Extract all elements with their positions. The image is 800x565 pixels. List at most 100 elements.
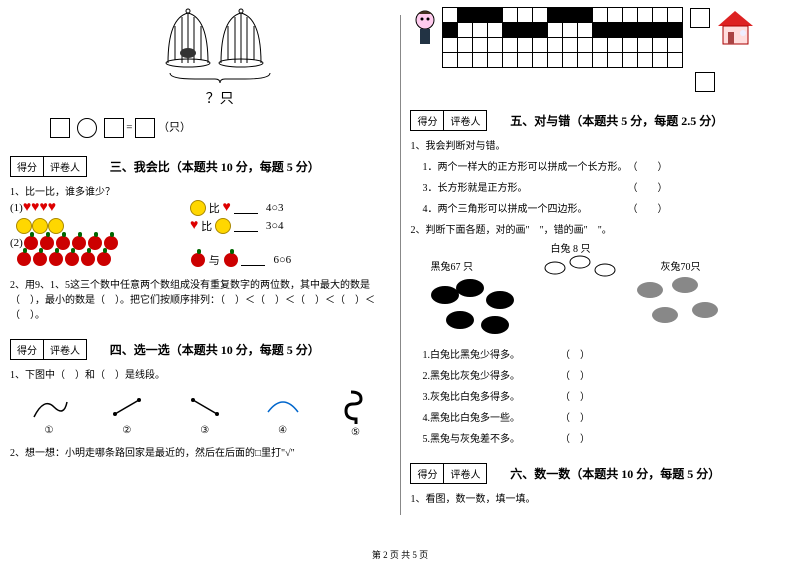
score-box: 得分评卷人: [410, 110, 487, 131]
s4-q1: 1、下图中（ ）和（ ）是线段。: [10, 366, 390, 381]
path-puzzle: [410, 8, 790, 92]
smiley-icon: [32, 218, 48, 234]
opt4: ④: [263, 392, 303, 436]
black-rabbit-label: 黑兔67 只: [430, 258, 473, 273]
opt1: ①: [29, 392, 69, 436]
answer-box[interactable]: [50, 118, 70, 138]
s5-q1: 1、我会判断对与错。: [410, 137, 790, 152]
apple-icon: [97, 252, 111, 266]
apple-icon: [49, 252, 63, 266]
heart-icon: ♥: [31, 200, 39, 216]
segment-icon: [107, 392, 147, 422]
cmp-num: 6○6: [274, 254, 292, 266]
page-footer: 第 2 页 共 5 页: [0, 548, 800, 561]
smiley-icon: [190, 200, 206, 216]
heart-icon: ♥: [48, 200, 56, 216]
operator-box[interactable]: [77, 118, 97, 138]
cages: [40, 8, 390, 71]
apple-icon: [224, 253, 238, 267]
s5-q1c: 4．两个三角形可以拼成一个四边形。 （ ）: [422, 200, 790, 215]
grader-label: 评卷人: [444, 464, 486, 483]
cmp-text: 与: [209, 252, 220, 268]
line-options: ① ② ③ ④ ⑤: [10, 389, 390, 438]
apple-icon: [33, 252, 47, 266]
left-column: ？只 = （只） 得分评卷人 三、我会比（本题共 10 分，每题 5 分） 1、…: [0, 0, 400, 540]
s4-q2: 2、想一想：小明走哪条路回家是最近的，然后在后面的□里打"√": [10, 444, 390, 459]
brace-row: ？只: [50, 71, 390, 108]
cmp-row1: 比 ♥ 4○3: [190, 200, 390, 216]
score-box: 得分评卷人: [410, 463, 487, 484]
section6-header: 得分评卷人 六、数一数（本题共 10 分，每题 5 分）: [410, 445, 790, 484]
cmp-num: 4○3: [266, 202, 284, 214]
s5-list1: 1.白兔比黑兔少得多。 （ ）: [422, 346, 790, 361]
answer-box[interactable]: [695, 72, 715, 92]
smileys-row: [10, 218, 190, 234]
unit-text: （只）: [158, 122, 191, 134]
brace-label: ？只: [50, 88, 390, 108]
path-grid: [443, 8, 683, 68]
section4-title: 四、选一选（本题共 10 分，每题 5 分）: [110, 343, 320, 357]
grader-label: 评卷人: [444, 111, 486, 130]
page: ？只 = （只） 得分评卷人 三、我会比（本题共 10 分，每题 5 分） 1、…: [0, 0, 800, 540]
curve-icon: [29, 392, 69, 422]
apple-icon: [17, 252, 31, 266]
opt-label: ④: [263, 425, 303, 436]
opt2: ②: [107, 392, 147, 436]
heart-icon: ♥: [39, 200, 47, 216]
blank-input[interactable]: [241, 255, 265, 266]
apple-icon: [191, 253, 205, 267]
answer-box[interactable]: [135, 118, 155, 138]
score-label: 得分: [11, 340, 44, 359]
score-box: 得分评卷人: [10, 339, 87, 360]
heart-icon: ♥: [223, 200, 231, 216]
segment-icon: [185, 392, 225, 422]
s6-q1: 1、看图，数一数，填一填。: [410, 490, 790, 505]
brace-icon: [165, 71, 275, 83]
cmp-num: 3○4: [266, 220, 284, 232]
heart-icon: ♥: [190, 218, 198, 234]
s5-list3: 3.灰兔比白兔多得多。 （ ）: [422, 388, 790, 403]
section3-header: 得分评卷人 三、我会比（本题共 10 分，每题 5 分）: [10, 138, 390, 177]
hearts-row: (1)♥♥♥♥: [10, 200, 190, 216]
s5-list4: 4.黑兔比白兔多一些。 （ ）: [422, 409, 790, 424]
cmp-row2: ♥ 比 3○4: [190, 218, 390, 234]
section4-header: 得分评卷人 四、选一选（本题共 10 分，每题 5 分）: [10, 321, 390, 360]
blank-input[interactable]: [234, 221, 258, 232]
arc-icon: [263, 392, 303, 422]
s3-q1: 1、比一比，谁多谁少？: [10, 183, 390, 198]
cmp-text: 比: [201, 218, 212, 234]
apples-row1: (2): [10, 236, 190, 250]
score-label: 得分: [411, 111, 444, 130]
smiley-icon: [215, 218, 231, 234]
equation-row: = （只）: [50, 118, 390, 138]
blank-input[interactable]: [234, 203, 258, 214]
compare-items: (1)♥♥♥♥ (2): [10, 198, 190, 270]
grey-rabbit-label: 灰兔70只: [660, 258, 700, 273]
apple-icon: [65, 252, 79, 266]
cmp-text: 比: [209, 200, 220, 216]
answer-box[interactable]: [690, 8, 710, 28]
s5-q2: 2、判断下面各题，对的画" "，错的画" "。: [410, 221, 790, 236]
section5-title: 五、对与错（本题共 5 分，每题 2.5 分）: [510, 114, 723, 128]
rabbit-diagram: 白兔 8 只 黑兔67 只 灰兔70只: [410, 240, 790, 340]
equals-text: =: [126, 122, 135, 134]
cage-icon: [163, 8, 213, 68]
compare-answers: 比 ♥ 4○3 ♥ 比 3○4 与 6○6: [190, 198, 390, 270]
opt-label: ⑤: [341, 427, 371, 438]
squiggle-icon: [341, 389, 371, 424]
answer-box[interactable]: [104, 118, 124, 138]
character-icon: [410, 8, 440, 48]
rabbits-icon: [410, 240, 770, 340]
s5-q1a: 1．两个一样大的正方形可以拼成一个长方形。 （ ）: [422, 158, 790, 173]
house-icon: [713, 8, 758, 48]
section5-header: 得分评卷人 五、对与错（本题共 5 分，每题 2.5 分）: [410, 92, 790, 131]
grader-label: 评卷人: [44, 157, 86, 176]
opt5: ⑤: [341, 389, 371, 438]
apple-icon: [81, 252, 95, 266]
grader-label: 评卷人: [44, 340, 86, 359]
right-column: 得分评卷人 五、对与错（本题共 5 分，每题 2.5 分） 1、我会判断对与错。…: [400, 0, 800, 540]
apples-row2: [10, 252, 190, 266]
score-box: 得分评卷人: [10, 156, 87, 177]
section6-title: 六、数一数（本题共 10 分，每题 5 分）: [510, 467, 720, 481]
cmp-row3: 与 6○6: [190, 252, 390, 268]
